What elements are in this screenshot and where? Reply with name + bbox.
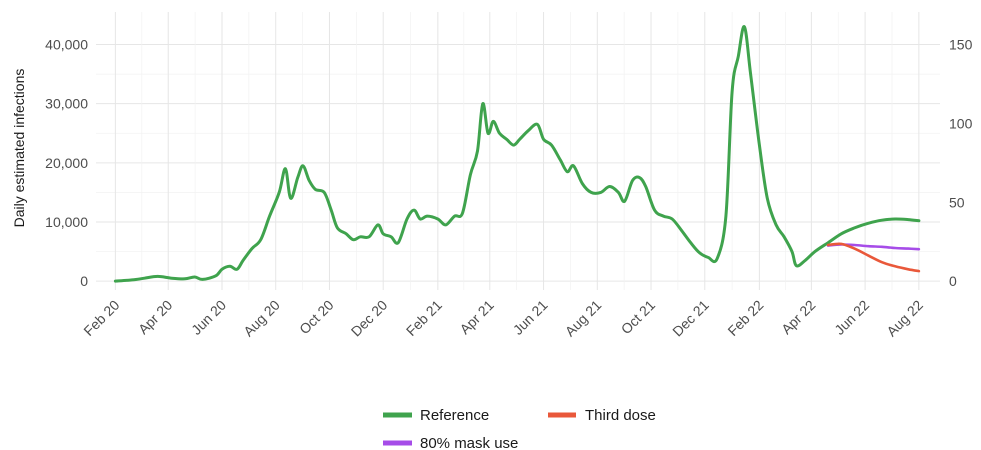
x-tick-label: Apr 21 [456,297,497,338]
y2-tick-label: 50 [949,194,965,210]
x-tick-label: Oct 21 [618,297,659,338]
legend-label-third-dose: Third dose [585,407,656,424]
x-tick-label: Aug 21 [562,297,605,340]
x-tick-label: Aug 22 [883,297,926,340]
y-axis-label: Daily estimated infections [11,69,27,228]
grid-layer [96,12,940,290]
series-line-third-dose [826,242,921,273]
legend: Reference Third dose 80% mask use [383,407,656,450]
axis-layer: 0 10,000 20,000 30,000 40,000 0 50 100 150 Feb 20… [45,37,972,340]
x-tick-label: Apr 22 [778,297,819,338]
series-layer [113,25,921,283]
x-tick-label: Jun 20 [188,297,229,338]
x-tick-label: Jun 22 [831,297,872,338]
x-tick-label: Dec 20 [348,297,391,340]
x-tick-label: Apr 20 [135,297,176,338]
x-tick-label: Feb 22 [724,297,766,339]
legend-label-mask-use: 80% mask use [420,435,518,450]
x-tick-label: Aug 20 [240,297,283,340]
series-line-reference [113,25,921,283]
x-tick-label: Oct 20 [296,297,337,338]
y2-tick-label: 100 [949,115,973,131]
y-tick-label: 40,000 [45,37,88,53]
y-tick-label: 30,000 [45,96,88,112]
x-tick-label: Dec 21 [669,297,712,340]
y-tick-label: 20,000 [45,155,88,171]
y2-tick-label: 150 [949,37,973,53]
x-tick-label: Feb 20 [80,297,122,339]
y-tick-label: 10,000 [45,214,88,230]
legend-label-reference: Reference [420,407,489,424]
y2-tick-label: 0 [949,273,957,289]
y-tick-label: 0 [80,273,88,289]
x-tick-label: Jun 21 [510,297,551,338]
x-tick-label: Feb 21 [403,297,445,339]
